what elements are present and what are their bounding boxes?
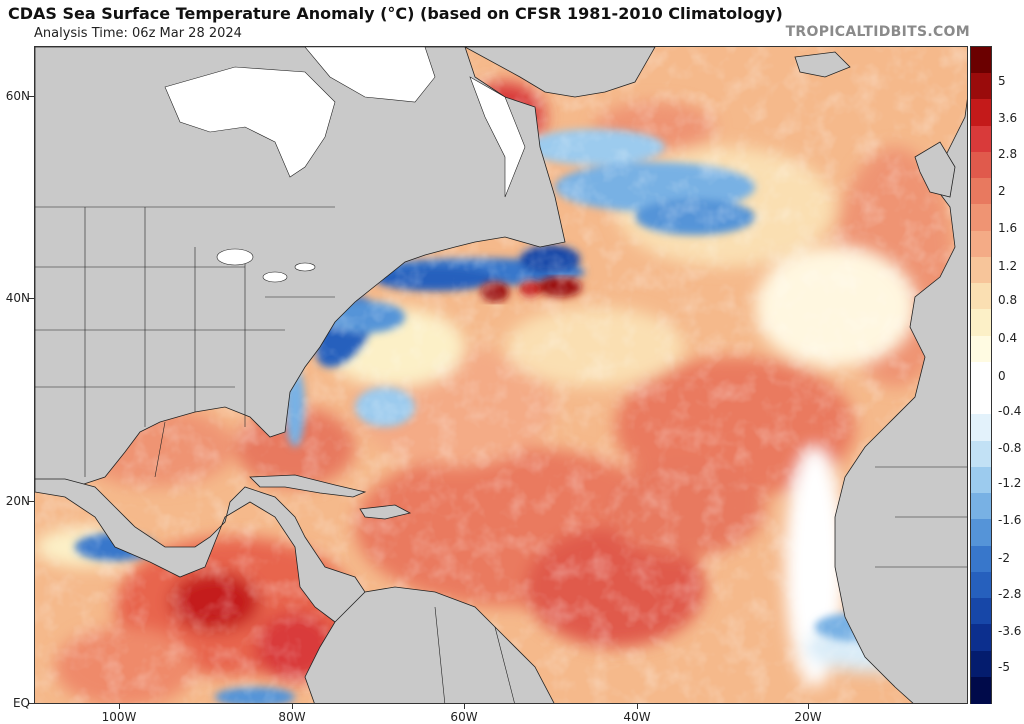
lat-label-20n: 20N	[5, 494, 30, 508]
great-lakes	[216, 248, 316, 283]
colorbar-label: 0.4	[998, 331, 1018, 345]
colorbar-label: 0.8	[998, 293, 1018, 307]
colorbar-segment	[971, 388, 991, 415]
colorbar-label: 1.2	[998, 259, 1018, 273]
tick-60n	[28, 96, 34, 97]
lat-label-eq: EQ	[12, 696, 30, 710]
colorbar-segment	[971, 650, 991, 678]
tick-40w	[637, 704, 638, 709]
colorbar-segment	[971, 47, 991, 74]
tick-40n	[28, 298, 34, 299]
colorbar-segment	[971, 519, 991, 547]
map-title: CDAS Sea Surface Temperature Anomaly (°C…	[8, 4, 783, 23]
tick-20w	[808, 704, 809, 709]
lon-label-100w: 100W	[101, 710, 137, 724]
lon-label-20w: 20W	[794, 710, 822, 724]
colorbar-segment	[971, 125, 991, 153]
colorbar-segment	[971, 178, 991, 206]
colorbar-label: -3.6	[998, 624, 1022, 638]
central-america	[35, 478, 366, 623]
lat-label-60n: 60N	[5, 89, 30, 103]
colorbar-segment	[971, 466, 991, 494]
colorbar	[970, 46, 992, 704]
colorbar-segment	[971, 361, 991, 389]
colorbar-segment	[971, 624, 991, 652]
colorbar-label: 2.8	[998, 147, 1018, 161]
british-isles	[914, 141, 956, 198]
colorbar-segment	[971, 151, 991, 179]
hispaniola	[359, 504, 412, 520]
greenland	[464, 47, 656, 98]
colorbar-segment	[971, 283, 991, 310]
colorbar-label: -5	[998, 660, 1010, 674]
analysis-time: Analysis Time: 06z Mar 28 2024	[34, 26, 242, 41]
colorbar-segment	[971, 99, 991, 127]
tick-eq	[28, 703, 34, 704]
colorbar-label: -1.6	[998, 513, 1022, 527]
colorbar-label: -1.2	[998, 476, 1022, 490]
colorbar-segment	[971, 571, 991, 599]
colorbar-segment	[971, 676, 991, 704]
colorbar-label: 0	[998, 369, 1006, 383]
colorbar-segment	[971, 440, 991, 468]
tick-80w	[292, 704, 293, 709]
iceland	[794, 51, 851, 78]
lon-label-80w: 80W	[278, 710, 306, 724]
colorbar-label: -2	[998, 551, 1010, 565]
lat-label-40n: 40N	[5, 291, 30, 305]
south-america	[304, 586, 555, 703]
colorbar-segment	[971, 335, 991, 363]
lon-label-40w: 40W	[623, 710, 651, 724]
colorbar-segment	[971, 545, 991, 573]
sst-anomaly-map	[34, 46, 968, 704]
credit-watermark: TROPICALTIDBITS.COM	[785, 24, 970, 40]
lon-label-60w: 60W	[450, 710, 478, 724]
colorbar-label: -0.8	[998, 441, 1022, 455]
colorbar-segment	[971, 414, 991, 442]
colorbar-label: 1.6	[998, 221, 1018, 235]
colorbar-segment	[971, 204, 991, 232]
colorbar-label: -0.4	[998, 404, 1022, 418]
colorbar-segment	[971, 493, 991, 520]
colorbar-label: -2.8	[998, 587, 1022, 601]
colorbar-label: 5	[998, 74, 1006, 88]
colorbar-segment	[971, 256, 991, 284]
tick-60w	[464, 704, 465, 709]
political-borders	[35, 206, 967, 703]
tick-100w	[119, 704, 120, 709]
colorbar-label: 2	[998, 184, 1006, 198]
colorbar-segment	[971, 230, 991, 258]
colorbar-segment	[971, 598, 991, 625]
cuba	[249, 474, 367, 498]
tick-20n	[28, 501, 34, 502]
colorbar-segment	[971, 73, 991, 101]
europe-africa	[834, 98, 967, 703]
colorbar-label: 3.6	[998, 111, 1018, 125]
sea-ice	[164, 47, 526, 198]
colorbar-segment	[971, 309, 991, 337]
